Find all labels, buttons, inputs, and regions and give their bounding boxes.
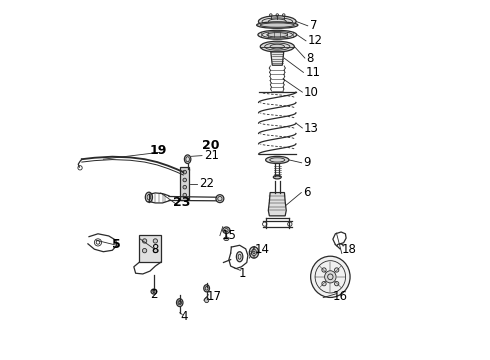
- Text: 15: 15: [221, 229, 237, 242]
- Polygon shape: [271, 52, 284, 65]
- Ellipse shape: [335, 268, 339, 272]
- Text: 16: 16: [333, 290, 348, 303]
- Text: 7: 7: [310, 19, 317, 32]
- Ellipse shape: [216, 195, 224, 203]
- Text: 14: 14: [255, 243, 270, 256]
- Ellipse shape: [324, 271, 336, 283]
- Text: 9: 9: [303, 156, 311, 169]
- Text: 18: 18: [342, 243, 357, 256]
- Ellipse shape: [273, 175, 281, 179]
- Ellipse shape: [253, 251, 255, 254]
- Text: 13: 13: [304, 122, 319, 135]
- Ellipse shape: [184, 155, 191, 163]
- Ellipse shape: [146, 192, 152, 202]
- Text: 20: 20: [202, 139, 220, 152]
- Ellipse shape: [223, 227, 230, 233]
- Ellipse shape: [236, 252, 243, 262]
- Ellipse shape: [258, 16, 296, 27]
- Polygon shape: [269, 193, 286, 216]
- Ellipse shape: [335, 282, 339, 286]
- Ellipse shape: [183, 185, 187, 189]
- Ellipse shape: [267, 33, 288, 37]
- Text: 8: 8: [307, 51, 314, 64]
- Text: 21: 21: [204, 149, 219, 162]
- Ellipse shape: [183, 193, 187, 197]
- Ellipse shape: [204, 298, 209, 303]
- Ellipse shape: [204, 285, 210, 292]
- Ellipse shape: [183, 178, 187, 182]
- Text: 8: 8: [151, 243, 158, 256]
- Ellipse shape: [311, 256, 350, 297]
- Ellipse shape: [258, 30, 296, 39]
- Ellipse shape: [270, 44, 285, 49]
- Text: 6: 6: [303, 186, 311, 199]
- Bar: [139, 235, 161, 262]
- Text: 22: 22: [199, 177, 214, 190]
- Ellipse shape: [186, 168, 190, 172]
- Ellipse shape: [224, 237, 229, 240]
- Text: 19: 19: [150, 144, 168, 157]
- Ellipse shape: [322, 282, 326, 286]
- Text: 11: 11: [305, 66, 320, 79]
- Ellipse shape: [266, 156, 289, 163]
- Ellipse shape: [249, 247, 259, 258]
- Text: 10: 10: [304, 86, 319, 99]
- Ellipse shape: [183, 170, 187, 174]
- Text: 12: 12: [308, 34, 323, 48]
- Text: 2: 2: [150, 288, 157, 301]
- Text: 4: 4: [180, 310, 188, 323]
- Ellipse shape: [153, 248, 157, 253]
- Ellipse shape: [153, 239, 157, 243]
- Text: 23: 23: [173, 196, 191, 209]
- Ellipse shape: [143, 248, 147, 253]
- Ellipse shape: [143, 239, 147, 243]
- Ellipse shape: [260, 41, 294, 52]
- Text: 1: 1: [239, 267, 246, 280]
- Ellipse shape: [257, 22, 298, 28]
- Ellipse shape: [322, 268, 326, 272]
- Ellipse shape: [176, 299, 183, 307]
- Bar: [180, 167, 190, 200]
- Ellipse shape: [151, 289, 157, 294]
- Text: 5: 5: [112, 238, 121, 251]
- Text: 17: 17: [207, 290, 221, 303]
